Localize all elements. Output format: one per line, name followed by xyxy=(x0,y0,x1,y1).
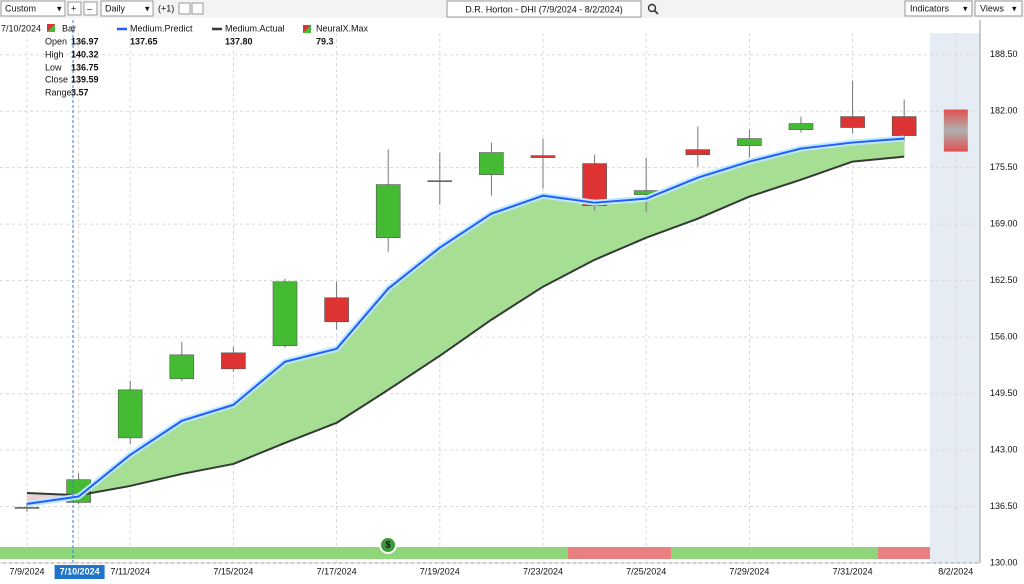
x-tick-label: 7/29/2024 xyxy=(729,566,769,576)
signal-down xyxy=(568,547,671,559)
series-line xyxy=(26,155,905,497)
x-tick-label: 7/9/2024 xyxy=(9,566,44,576)
legend-value: 79.3 xyxy=(316,36,334,46)
signal-band: $ xyxy=(0,536,930,559)
indicators-text: Indicators xyxy=(910,3,950,13)
legend-value: 137.80 xyxy=(225,36,253,46)
series-line xyxy=(26,137,905,505)
y-tick-label: 175.50 xyxy=(990,162,1018,172)
y-tick-label: 143.00 xyxy=(990,444,1018,454)
high-value: 140.32 xyxy=(71,49,99,59)
x-tick-label: 8/2/2024 xyxy=(938,566,973,576)
candle-body xyxy=(427,180,453,183)
range-text: Custom xyxy=(5,3,36,13)
chart-title: D.R. Horton - DHI (7/9/2024 - 8/2/2024) xyxy=(465,4,623,14)
range-label: Range xyxy=(45,87,72,97)
search-icon[interactable] xyxy=(647,3,657,13)
dropdown-arrow: ▾ xyxy=(145,3,150,13)
plot xyxy=(14,80,968,512)
legend-label: NeuralX.Max xyxy=(316,23,369,33)
candle-body xyxy=(685,149,711,155)
candle-body xyxy=(479,152,504,175)
range-select[interactable] xyxy=(0,0,66,17)
candle-body xyxy=(117,389,143,439)
legend: 7/10/2024 Bar Open 136.97 High 140.32 Lo… xyxy=(0,21,369,97)
search-icon-handle xyxy=(653,9,659,15)
y-tick-label: 130.00 xyxy=(990,557,1018,567)
dropdown-arrow: ▾ xyxy=(1012,3,1017,13)
y-tick-label: 182.00 xyxy=(990,106,1018,116)
y-tick-label: 169.00 xyxy=(990,219,1018,229)
x-tick-label: 7/19/2024 xyxy=(420,566,460,576)
neuralx-icon-half xyxy=(303,25,311,33)
indicators-button[interactable] xyxy=(904,0,973,17)
x-tick-label: 7/17/2024 xyxy=(317,566,357,576)
range-value: 3.57 xyxy=(71,87,89,97)
minus-icon: – xyxy=(87,3,92,13)
legend-value: 137.65 xyxy=(130,36,158,46)
signal-down xyxy=(878,547,930,559)
toolbar: Custom ▾ + – Daily ▾ (+1) D.R. Horton - … xyxy=(0,0,1024,18)
zoom-in[interactable] xyxy=(67,1,82,16)
x-tick-highlight xyxy=(54,565,105,579)
candle-body xyxy=(324,297,349,323)
candle-body xyxy=(530,155,556,158)
low-value: 136.75 xyxy=(71,62,99,72)
y-tick-label: 162.50 xyxy=(990,275,1018,285)
signal-up xyxy=(671,547,878,559)
close-label: Close xyxy=(45,74,68,84)
y-tick-label: 156.00 xyxy=(990,331,1018,341)
interval-select[interactable] xyxy=(100,0,154,17)
date-box xyxy=(0,21,42,35)
candle-body xyxy=(840,116,865,128)
bar-icon-half xyxy=(47,24,55,32)
dropdown-arrow: ▾ xyxy=(963,3,968,13)
legend-label: Medium.Actual xyxy=(225,23,285,33)
interval-text: Daily xyxy=(105,3,126,13)
dividend-symbol: $ xyxy=(385,539,390,549)
bar-label: Bar xyxy=(62,23,76,33)
signal-up xyxy=(0,547,568,559)
candle-body xyxy=(375,184,401,239)
open-label: Open xyxy=(45,36,67,46)
views-text: Views xyxy=(980,3,1004,13)
offset-text: (+1) xyxy=(158,3,174,13)
x-tick-label: 7/15/2024 xyxy=(213,566,253,576)
zoom-out[interactable] xyxy=(83,1,98,16)
candle-body xyxy=(169,354,195,380)
open-value: 136.97 xyxy=(71,36,99,46)
candle-body xyxy=(221,352,246,370)
forecast-box xyxy=(943,109,968,152)
x-tick-label: 7/10/2024 xyxy=(60,566,100,576)
x-tick-label: 7/11/2024 xyxy=(111,566,150,576)
y-tick-label: 188.50 xyxy=(990,49,1018,59)
plus-icon: + xyxy=(71,3,76,13)
symbol-box[interactable] xyxy=(446,0,642,18)
candle-body xyxy=(737,138,762,146)
x-tick-label: 7/23/2024 xyxy=(523,566,563,576)
y-tick-label: 149.50 xyxy=(990,388,1018,398)
x-tick-label: 7/31/2024 xyxy=(833,566,873,576)
offset-plus[interactable] xyxy=(178,2,191,15)
crosshair-date: 7/10/2024 xyxy=(1,23,41,33)
candle-body xyxy=(891,116,917,136)
high-label: High xyxy=(45,49,64,59)
views-button[interactable] xyxy=(974,0,1023,17)
x-tick-label: 7/25/2024 xyxy=(626,566,666,576)
candle-body xyxy=(272,281,298,347)
candle-body xyxy=(788,123,814,130)
dropdown-arrow: ▾ xyxy=(57,3,62,13)
dividend-icon[interactable] xyxy=(379,536,397,554)
y-tick-label: 136.50 xyxy=(990,501,1018,511)
low-label: Low xyxy=(45,62,62,72)
legend-label: Medium.Predict xyxy=(130,23,193,33)
close-value: 139.59 xyxy=(71,74,99,84)
offset-minus[interactable] xyxy=(191,2,204,15)
candle-body xyxy=(14,507,40,509)
